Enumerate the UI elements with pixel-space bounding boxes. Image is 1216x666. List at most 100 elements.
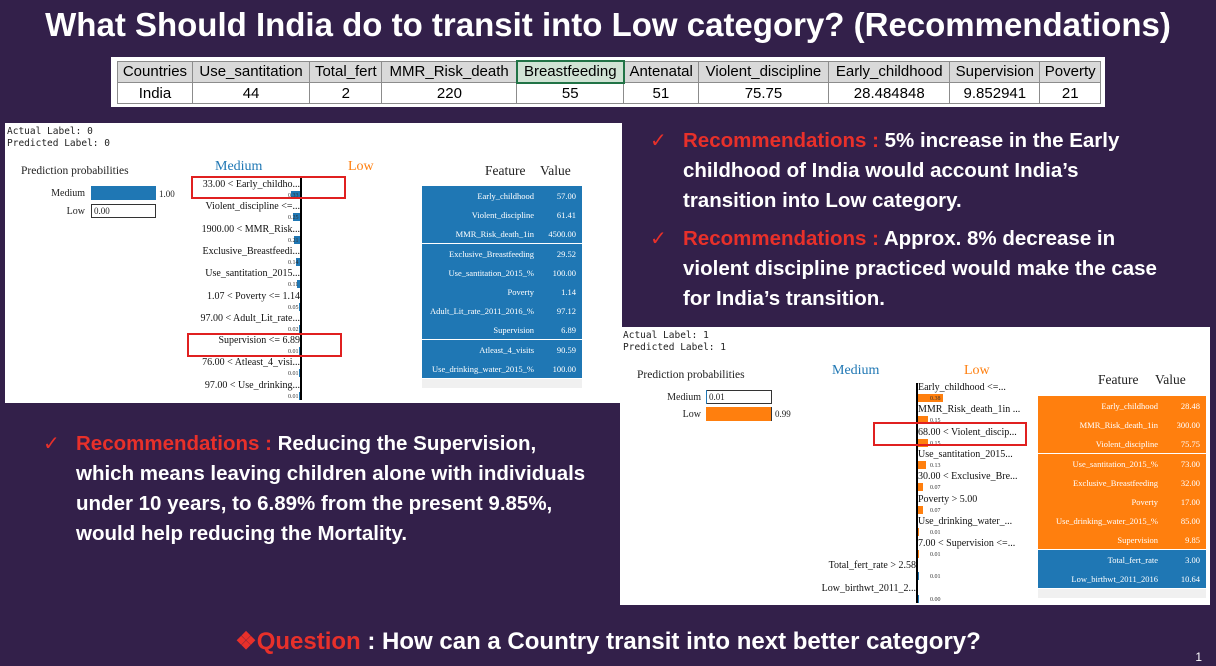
india-data-table: Countries Use_santitation Total_fert MMR…	[111, 57, 1105, 107]
table-row: India 44 2 220 55 51 75.75 28.484848 9.8…	[117, 82, 1101, 104]
feature-weight-value: 0.14	[288, 259, 299, 266]
feature-weight-value: 0.25	[288, 215, 299, 222]
feature-value-row: Violent_discipline 61.41	[422, 205, 582, 225]
feature-value-row: Use_drinking_water_2015_% 100.00	[422, 358, 582, 378]
feature-weight-value: 0.00	[930, 596, 941, 603]
lime-explanation-medium: Actual Label: 0 Predicted Label: 0 Predi…	[5, 123, 622, 403]
feature-value-row: MMR_Risk_death_1in 4500.00	[422, 224, 582, 244]
feature-weight-value: 0.02	[288, 326, 299, 333]
table-header-cell[interactable]: Early_childhood	[828, 60, 951, 84]
table-header-cell[interactable]: Violent_discipline	[697, 60, 830, 84]
feature-value-row: Use_santitation_2015_% 100.00	[422, 262, 582, 282]
feature-value: 4500.00	[548, 229, 576, 240]
prob-fill-medium	[91, 186, 156, 200]
feature-name: Violent_discipline	[471, 210, 534, 221]
feature-axis	[916, 383, 918, 603]
feature-condition-label: 97.00 < Use_drinking...	[204, 379, 300, 391]
prob-label-medium: Medium	[667, 392, 701, 403]
feature-axis	[300, 178, 302, 400]
feature-weight-bar	[299, 347, 300, 356]
table-cell[interactable]: 21	[1039, 82, 1101, 104]
feature-weight-value: 0.07	[930, 485, 941, 492]
feature-weight-value: 0.11	[288, 282, 299, 289]
table-cell[interactable]: 75.75	[697, 82, 830, 104]
feature-weight-bar	[918, 505, 923, 514]
feature-weight-value: 0.15	[930, 418, 941, 425]
feature-name: Supervision	[493, 325, 534, 336]
feature-value: 75.75	[1180, 439, 1200, 450]
feature-name: Adult_Lit_rate_2011_2016_%	[429, 306, 534, 317]
feature-value-row: Poverty 17.00	[1038, 492, 1206, 511]
feature-name: Poverty	[1131, 497, 1158, 507]
feature-value-row: Supervision 9.85	[1038, 530, 1206, 550]
class-name-medium: Medium	[832, 363, 880, 378]
feature-weight-bar	[296, 257, 300, 266]
table-cell[interactable]: 51	[623, 82, 699, 104]
feature-condition-label: Use_santitation_2015...	[205, 268, 300, 280]
feature-weight-value: 0.21	[288, 237, 299, 244]
table-header-cell[interactable]: Countries	[117, 60, 193, 84]
table-cell[interactable]: 220	[381, 82, 518, 104]
feature-weight-value: 0.01	[930, 552, 941, 559]
table-header-cell[interactable]: MMR_Risk_death	[381, 60, 518, 84]
feature-value-row: Total_fert_rate 3.00	[1038, 549, 1206, 569]
horizontal-scrollbar[interactable]	[1038, 589, 1206, 598]
prob-bar-low	[91, 204, 156, 218]
feature-name: MMR_Risk_death_1in	[1079, 420, 1158, 431]
prob-value-low: 0.99	[775, 409, 791, 419]
feature-weight-bar	[918, 460, 927, 469]
value-column-header: Value	[1155, 372, 1186, 387]
table-header-cell[interactable]: Antenatal	[623, 60, 699, 84]
feature-name: Total_fert_rate	[1107, 554, 1158, 565]
feature-condition-label: Exclusive_Breastfeedi...	[202, 245, 300, 257]
feature-condition-label: Use_santitation_2015...	[918, 448, 1013, 460]
table-header-cell[interactable]: Breastfeeding	[515, 60, 625, 84]
feature-column-header: Feature	[1098, 372, 1139, 387]
feature-value-row: Use_santitation_2015_% 73.00	[1038, 453, 1206, 473]
feature-weight-value: 0.38	[930, 396, 941, 402]
horizontal-scrollbar[interactable]	[422, 379, 582, 388]
feature-weight-value: 0.07	[930, 507, 941, 514]
table-header-row: Countries Use_santitation Total_fert MMR…	[117, 60, 1101, 84]
feature-value: 3.00	[1185, 554, 1200, 565]
table-header-cell[interactable]: Total_fert	[309, 60, 383, 84]
feature-condition-label: 1900.00 < MMR_Risk...	[201, 223, 300, 235]
feature-weight-bar	[299, 324, 300, 333]
table-cell[interactable]: 2	[309, 82, 383, 104]
feature-value-row: Poverty 1.14	[422, 282, 582, 301]
feature-weight-value: 0.01	[288, 371, 299, 378]
table-header-cell[interactable]: Poverty	[1039, 60, 1101, 84]
recommendation-text: Reducing the Supervision, which means le…	[76, 432, 586, 545]
feature-weight-bar	[918, 438, 928, 447]
table-cell[interactable]: 28.484848	[828, 82, 951, 104]
feature-condition-label: 7.00 < Supervision <=...	[918, 538, 1016, 550]
table-cell[interactable]: 55	[516, 82, 625, 104]
table-cell[interactable]: 44	[191, 82, 311, 104]
feature-value-table: Early_childhood 57.00 Violent_discipline 61…	[422, 186, 582, 378]
feature-value: 57.00	[556, 191, 576, 201]
feature-condition-label: Low_birthwt_2011_2...	[821, 582, 916, 594]
check-icon: ✓	[650, 228, 667, 250]
feature-condition-label: 68.00 < Violent_discip...	[918, 426, 1017, 438]
table-header-cell[interactable]: Supervision	[949, 60, 1041, 84]
feature-weight-bar	[918, 394, 943, 402]
feature-value: 97.12	[556, 306, 576, 317]
feature-weight-bar	[918, 527, 919, 536]
feature-value-row: Use_drinking_water_2015_% 85.00	[1038, 511, 1206, 531]
highlight-early-childhood	[191, 176, 346, 199]
table-header-cell[interactable]: Use_santitation	[191, 60, 311, 84]
table-cell[interactable]: 9.852941	[949, 82, 1041, 104]
feature-name: Use_drinking_water_2015_%	[1056, 516, 1158, 527]
feature-condition-label: Use_drinking_water_...	[918, 515, 1013, 527]
question-prefix: Question	[256, 628, 361, 655]
prob-value-medium: 1.00	[159, 189, 175, 199]
feature-name: Exclusive_Breastfeeding	[449, 248, 534, 259]
feature-weight-bar	[918, 550, 919, 559]
feature-name: Early_childhood	[1101, 401, 1158, 411]
feature-value: 100.00	[552, 267, 576, 278]
table-cell[interactable]: India	[117, 82, 193, 104]
feature-value: 9.85	[1185, 535, 1200, 546]
feature-value: 29.52	[556, 248, 576, 259]
feature-name: Atleast_4_visits	[479, 344, 534, 355]
question-text: : How can a Country transit into next be…	[360, 628, 981, 655]
